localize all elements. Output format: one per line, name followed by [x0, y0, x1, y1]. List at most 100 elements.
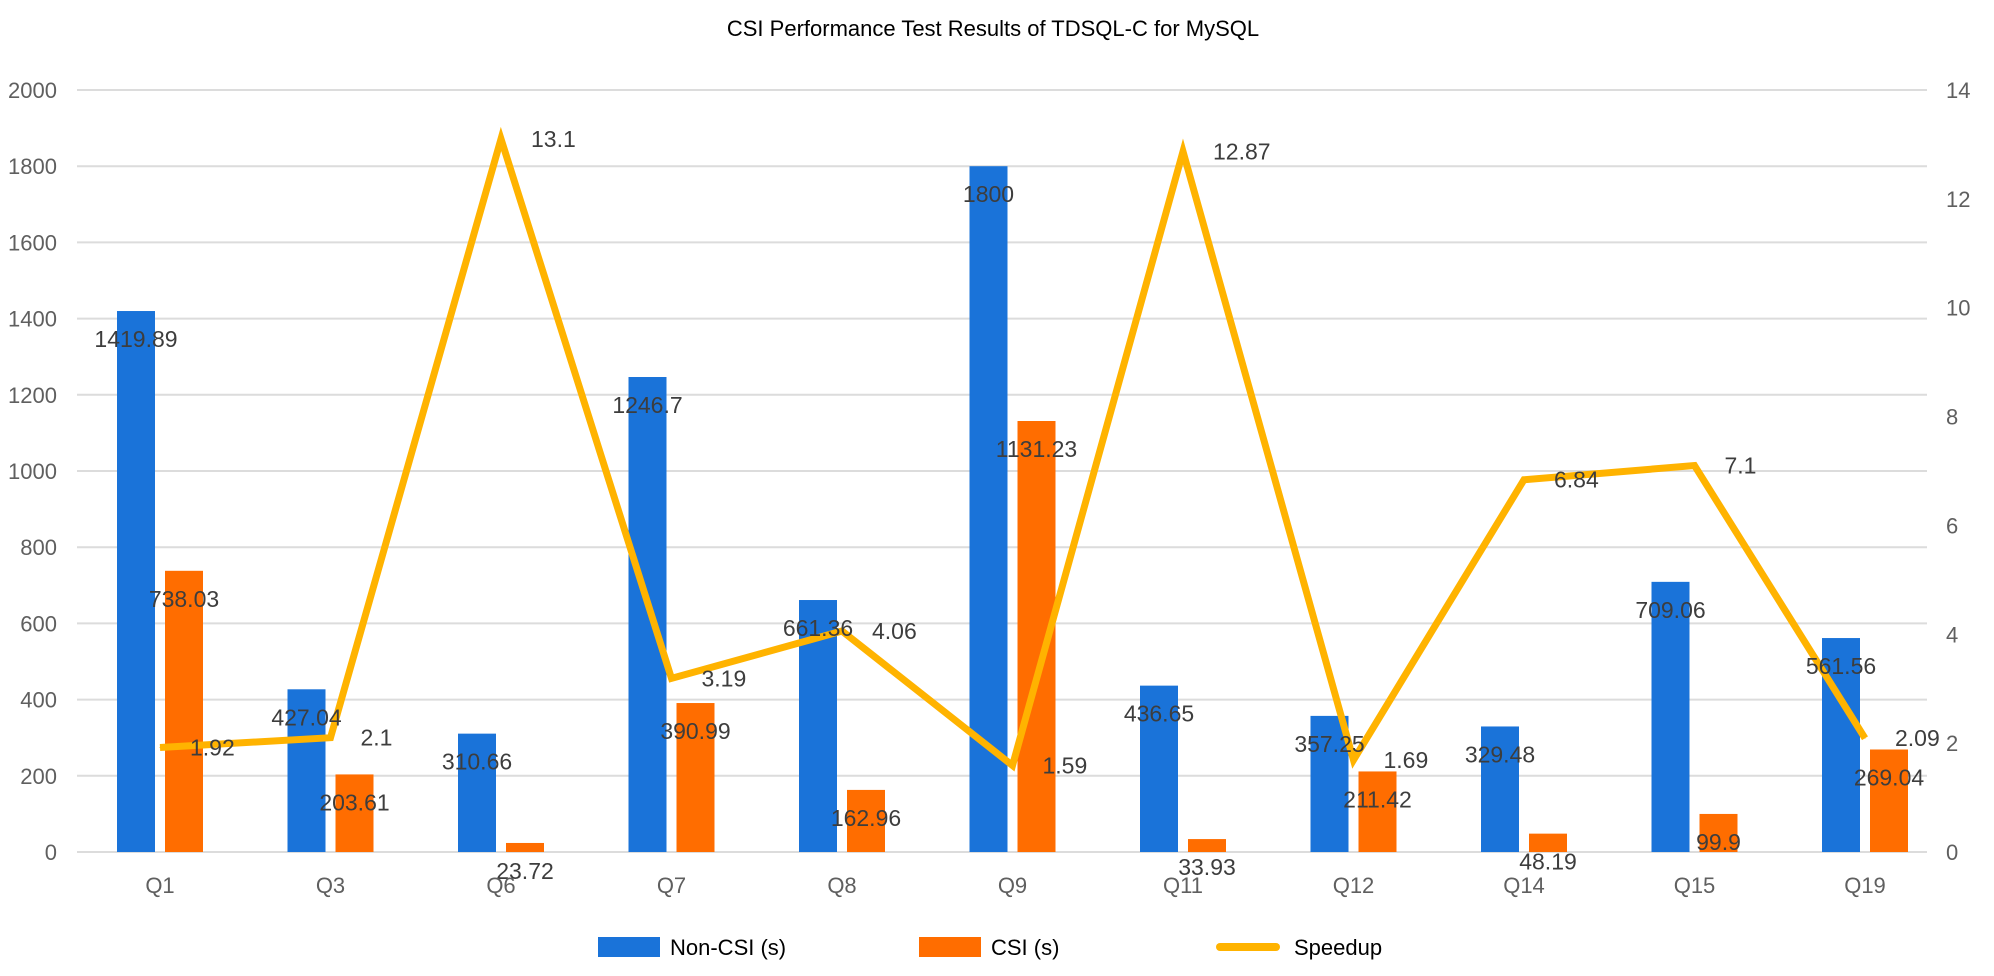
x-tick-label: Q19: [1844, 873, 1886, 898]
x-tick-label: Q15: [1674, 873, 1716, 898]
y-tick-label-left: 1800: [8, 154, 57, 179]
legend-swatch-speedup: [1216, 943, 1280, 951]
data-label-csi: 23.72: [496, 858, 554, 884]
data-label-non-csi: 436.65: [1124, 701, 1194, 727]
data-labels: 1419.89 738.03 1.92 427.04 203.61 2.1 310.66 23…: [94, 126, 1939, 884]
legend: Non-CSI (s) CSI (s) Speedup: [598, 935, 1382, 960]
x-tick-label: Q8: [827, 873, 856, 898]
speedup-point: [1353, 759, 1354, 761]
speedup-line-group: [159, 126, 1868, 772]
data-label-speedup: 7.1: [1725, 453, 1757, 479]
data-label-csi: 1131.23: [996, 436, 1077, 462]
y-tick-label-right: 12: [1946, 187, 1970, 212]
data-label-non-csi: 329.48: [1465, 741, 1535, 767]
x-tick-label: Q1: [145, 873, 174, 898]
y-tick-label-left: 400: [20, 688, 57, 713]
bar-non-csi: [287, 689, 326, 852]
bar-csi: [1358, 771, 1397, 852]
y-tick-label-left: 1400: [8, 307, 57, 332]
y-tick-label-left: 2000: [8, 78, 57, 103]
legend-swatch-csi: [919, 937, 981, 957]
legend-label-csi: CSI (s): [991, 935, 1059, 960]
data-label-speedup: 13.1: [531, 126, 576, 152]
bar-non-csi: [458, 733, 496, 852]
data-label-speedup: 2.09: [1895, 725, 1940, 751]
y-tick-label-right: 2: [1946, 731, 1958, 756]
y-tick-label-left: 1600: [8, 230, 57, 255]
data-label-csi: 99.9: [1696, 829, 1741, 855]
data-label-non-csi: 1800: [963, 181, 1014, 207]
data-label-csi: 390.99: [660, 718, 730, 744]
legend-label-speedup: Speedup: [1294, 935, 1382, 960]
data-label-non-csi: 427.04: [271, 704, 342, 730]
y-axis-right: 0 2 4 6 8 10 12 14: [1946, 78, 1970, 865]
data-label-csi: 33.93: [1178, 854, 1236, 880]
speedup-point: [1864, 737, 1866, 739]
bar-csi: [165, 570, 203, 852]
x-tick-label: Q9: [998, 873, 1027, 898]
y-axis-left: 0 200 400 600 800 1000 1200 1400 1600 1800 2000: [8, 78, 57, 865]
speedup-point: [671, 677, 672, 679]
data-label-speedup: 12.87: [1213, 139, 1271, 165]
chart-title: CSI Performance Test Results of TDSQL-C …: [727, 16, 1259, 41]
bar-non-csi: [1140, 685, 1178, 852]
speedup-point: [841, 630, 843, 632]
bar-csi: [1529, 833, 1567, 852]
y-tick-label-left: 800: [20, 535, 57, 560]
y-tick-label-left: 1000: [8, 459, 57, 484]
x-tick-label: Q6: [486, 873, 515, 898]
data-label-csi: 211.42: [1343, 786, 1412, 812]
data-label-non-csi: 1246.7: [612, 392, 682, 418]
data-label-non-csi: 1419.89: [94, 326, 177, 352]
data-label-csi: 738.03: [149, 586, 219, 612]
x-tick-label: Q12: [1333, 873, 1375, 898]
speedup-point: [330, 737, 331, 739]
data-label-speedup: 4.06: [872, 618, 917, 644]
bar-non-csi: [117, 311, 155, 852]
bar-non-csi: [628, 377, 667, 852]
speedup-point: [1523, 479, 1525, 481]
speedup-point: [1182, 151, 1184, 153]
x-axis: Q1 Q3 Q6 Q7 Q8 Q9 Q11 Q12 Q14 Q15 Q19: [145, 873, 1885, 898]
data-label-speedup: 2.1: [361, 725, 393, 751]
speedup-point: [1012, 764, 1013, 766]
x-tick-label: Q11: [1163, 873, 1203, 898]
y-tick-label-right: 8: [1946, 405, 1958, 430]
y-tick-label-right: 6: [1946, 513, 1958, 538]
data-label-speedup: 1.69: [1384, 747, 1429, 773]
data-label-non-csi: 661.36: [783, 615, 853, 641]
bar-non-csi: [1651, 581, 1690, 852]
data-label-csi: 162.96: [831, 805, 901, 831]
x-tick-label: Q7: [657, 873, 686, 898]
data-label-speedup: 3.19: [702, 665, 747, 691]
bar-csi: [847, 789, 885, 852]
y-tick-label-right: 14: [1946, 78, 1970, 103]
x-tick-label: Q3: [316, 873, 345, 898]
speedup-point: [159, 746, 161, 748]
bars: [117, 166, 1908, 852]
bar-csi: [1699, 813, 1738, 852]
data-label-speedup: 1.59: [1043, 752, 1088, 778]
y-tick-label-left: 200: [20, 764, 57, 789]
y-tick-label-left: 600: [20, 611, 57, 636]
data-label-speedup: 6.84: [1554, 467, 1599, 493]
data-label-non-csi: 561.56: [1806, 653, 1876, 679]
speedup-point: [1694, 465, 1695, 467]
x-tick-label: Q14: [1503, 873, 1545, 898]
data-label-non-csi: 709.06: [1635, 597, 1705, 623]
y-tick-label-right: 4: [1946, 622, 1958, 647]
data-label-non-csi: 357.25: [1294, 731, 1364, 757]
y-tick-label-left: 0: [45, 840, 57, 865]
bar-csi: [1870, 749, 1908, 852]
legend-label-non-csi: Non-CSI (s): [670, 935, 786, 960]
data-label-csi: 203.61: [319, 789, 389, 815]
bar-non-csi: [1481, 726, 1519, 852]
legend-swatch-non-csi: [598, 937, 660, 957]
y-tick-label-right: 10: [1946, 296, 1970, 321]
speedup-point: [500, 138, 502, 140]
bar-non-csi: [1310, 715, 1349, 852]
bar-csi: [676, 703, 715, 852]
data-label-csi: 269.04: [1854, 764, 1925, 790]
data-label-speedup: 1.92: [190, 734, 235, 760]
